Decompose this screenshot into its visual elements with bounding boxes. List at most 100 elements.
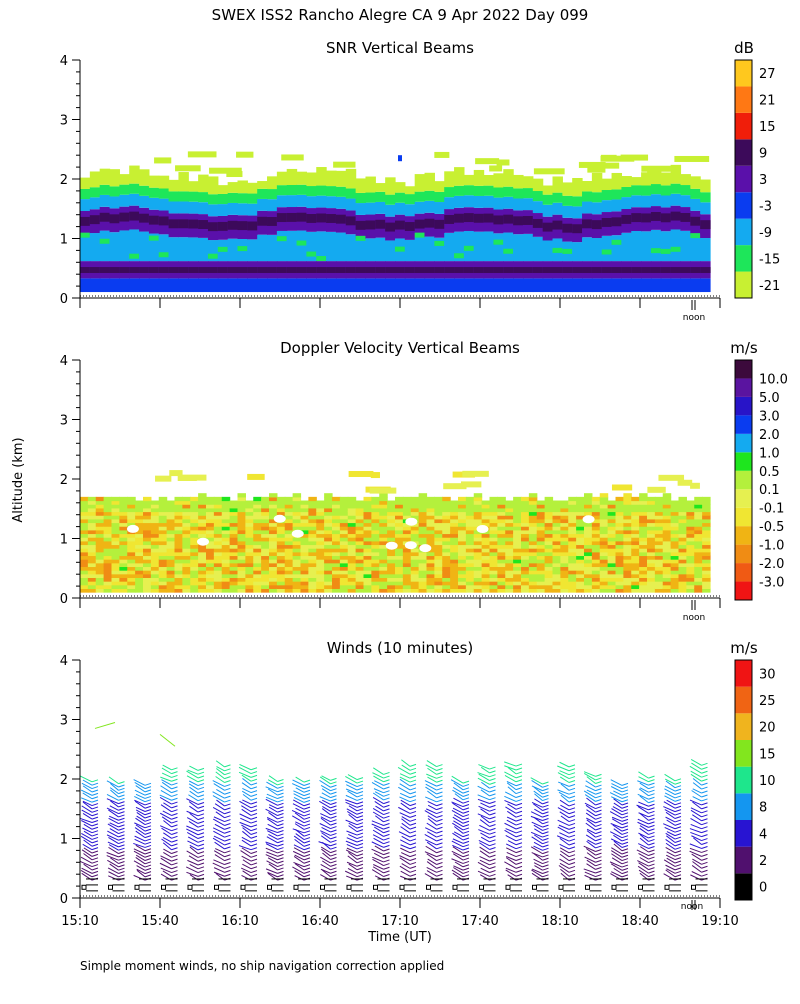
snr-cell <box>572 178 583 197</box>
doppler-cell <box>111 588 120 593</box>
doppler-cell <box>316 551 325 557</box>
wind-barb-flag <box>542 851 549 855</box>
snr-cell <box>247 278 258 293</box>
doppler-cell <box>261 544 270 549</box>
wind-barb <box>374 801 384 808</box>
doppler-cell <box>339 544 349 549</box>
wind-barb-flag <box>118 781 125 785</box>
wind-barb-flag <box>674 860 682 864</box>
doppler-cell <box>339 584 349 589</box>
doppler-cell <box>253 496 262 502</box>
snr-cell <box>690 267 701 274</box>
wind-barb <box>82 792 93 800</box>
wind-barb <box>135 817 146 825</box>
wind-barb-flag <box>224 838 231 842</box>
wind-barb <box>267 857 278 864</box>
snr-cell <box>217 221 229 231</box>
doppler-cell <box>245 570 254 575</box>
wind-barb <box>638 771 649 779</box>
wind-barb-flag <box>91 864 99 868</box>
wind-barb-flag <box>515 858 523 861</box>
doppler-cell <box>513 540 522 546</box>
snr-cell <box>139 185 150 196</box>
wind-barb-flag <box>436 811 443 815</box>
doppler-colorbar-swatch <box>735 415 752 434</box>
doppler-cell <box>599 584 609 589</box>
doppler-cell <box>402 537 412 542</box>
doppler-cell <box>402 511 412 516</box>
wind-barb-flag <box>409 814 417 818</box>
wind-barb-flag <box>91 796 99 800</box>
snr-cell <box>109 232 120 262</box>
doppler-cell <box>229 559 239 564</box>
doppler-cell <box>552 548 561 553</box>
doppler-cell <box>229 581 239 586</box>
snr-cell <box>247 267 258 274</box>
wind-barb <box>265 868 278 874</box>
wind-barb <box>427 804 437 811</box>
doppler-cell <box>450 573 459 579</box>
snr-cell <box>316 213 327 223</box>
wind-barb <box>586 859 596 867</box>
snr-cell <box>188 201 199 214</box>
doppler-cell <box>237 570 246 575</box>
doppler-cell <box>442 559 451 564</box>
wind-barb <box>346 837 358 843</box>
doppler-cell <box>639 562 648 568</box>
wind-barb-flag <box>224 842 231 846</box>
wind-barb <box>507 840 517 846</box>
doppler-cell <box>639 526 648 531</box>
wind-barb-flag <box>356 787 364 791</box>
doppler-cell <box>647 507 656 513</box>
wind-barb-flag <box>356 797 364 801</box>
doppler-cell <box>536 529 546 535</box>
doppler-cell <box>599 566 609 571</box>
wind-barb-flag <box>595 823 602 827</box>
doppler-cell <box>584 500 593 505</box>
wind-barb <box>531 785 543 792</box>
wind-barb-flag <box>224 803 231 807</box>
doppler-cell <box>237 548 246 553</box>
wind-barb-flag <box>701 782 708 786</box>
doppler-cell <box>473 522 483 527</box>
wind-barb <box>292 850 305 857</box>
winds-colorbar-swatch <box>735 686 752 714</box>
doppler-cell <box>135 588 144 593</box>
snr-cell <box>532 201 544 214</box>
snr-cell <box>562 182 573 196</box>
doppler-cell <box>387 562 396 568</box>
doppler-cell <box>426 581 435 586</box>
wind-barb <box>480 789 490 797</box>
snr-cell <box>700 179 711 193</box>
wind-barb-flag <box>171 809 178 813</box>
doppler-cell <box>292 566 302 571</box>
wind-barb-flag <box>568 780 576 783</box>
doppler-cell <box>442 566 451 571</box>
doppler-cell <box>458 562 467 568</box>
doppler-cell <box>442 562 451 568</box>
doppler-cell <box>402 504 412 509</box>
wind-barb <box>427 815 437 822</box>
wind-barb-flag <box>436 830 443 834</box>
snr-cell <box>463 174 475 186</box>
doppler-cell <box>292 588 302 593</box>
wind-barb <box>610 831 623 839</box>
calm-marker <box>187 884 193 890</box>
snr-cell <box>680 267 691 274</box>
wind-barb-flag <box>356 867 364 871</box>
doppler-cell <box>426 584 435 589</box>
doppler-cell <box>135 537 144 542</box>
doppler-cell <box>237 562 246 568</box>
doppler-cell <box>584 496 593 502</box>
snr-cell <box>562 223 573 233</box>
doppler-cell <box>654 533 664 538</box>
wind-barb <box>292 803 305 810</box>
wind-barb-flag <box>171 824 178 828</box>
doppler-cell <box>229 529 239 535</box>
wind-barb <box>267 818 278 827</box>
wind-barb <box>586 817 596 824</box>
wind-barb <box>373 852 384 859</box>
doppler-cell <box>221 515 231 520</box>
snr-cell <box>158 175 170 189</box>
snr-cell <box>335 214 347 224</box>
